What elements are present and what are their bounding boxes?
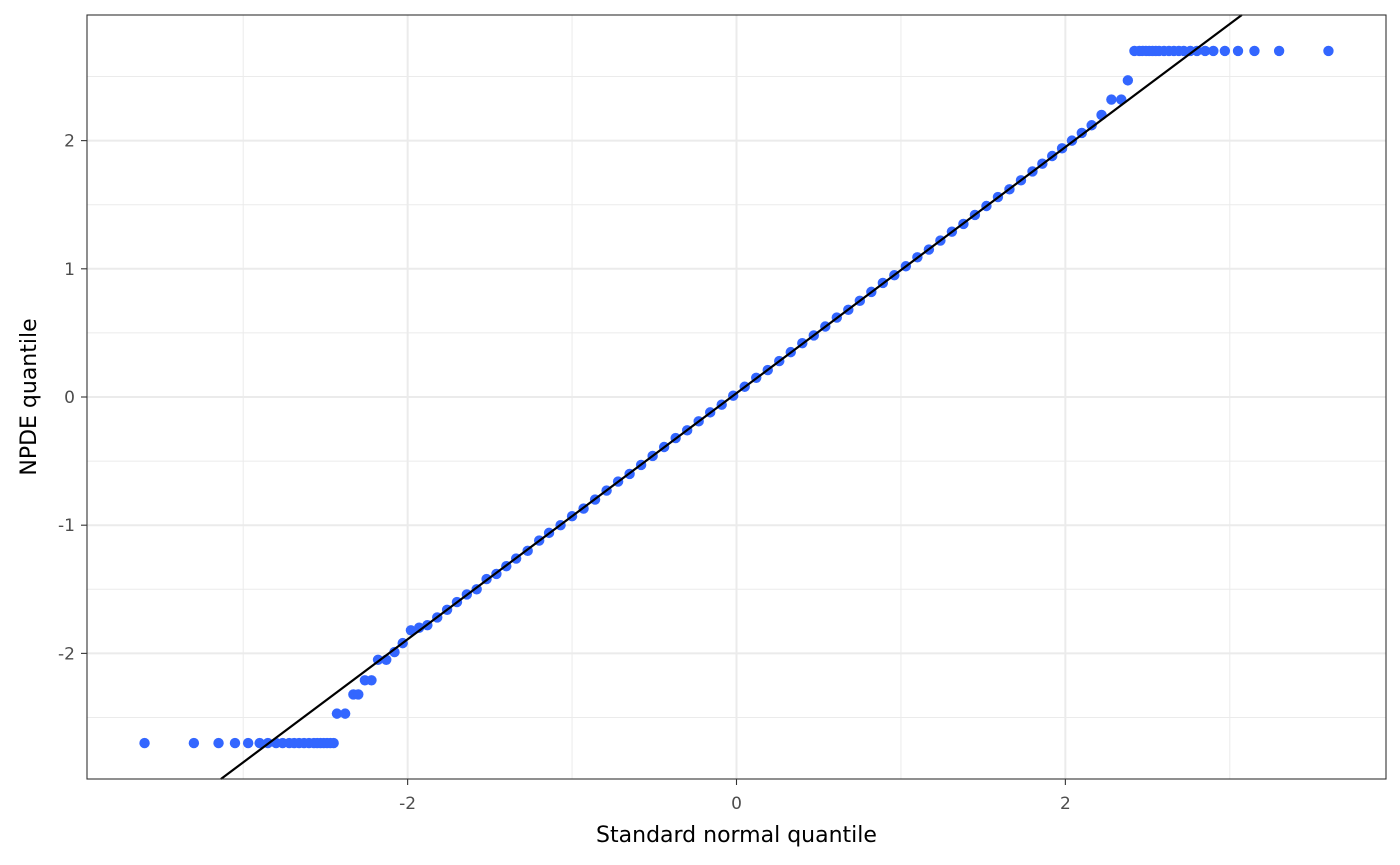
reference-line — [220, 14, 1243, 780]
data-point — [229, 737, 241, 749]
y-tick-label: -1 — [58, 516, 75, 536]
y-axis-ticks: -2 -1 0 1 2 — [58, 132, 87, 664]
data-point — [331, 708, 343, 719]
data-point — [328, 737, 339, 749]
data-point — [389, 646, 400, 658]
x-axis-ticks: -2 0 2 — [399, 779, 1071, 814]
data-point — [1106, 94, 1117, 105]
x-tick-label: 0 — [731, 794, 742, 814]
data-point — [254, 737, 265, 749]
data-point — [1219, 45, 1231, 57]
data-point — [242, 737, 254, 749]
y-axis-title: NPDE quantile — [17, 318, 42, 475]
data-point — [139, 737, 150, 749]
data-point — [1249, 45, 1260, 57]
data-point — [1122, 75, 1134, 86]
y-tick-label: 2 — [64, 132, 75, 152]
y-tick-label: 1 — [64, 260, 75, 280]
data-point — [1199, 45, 1211, 57]
x-axis-title: Standard normal quantile — [596, 823, 877, 848]
major-gridlines — [87, 15, 1386, 779]
data-point — [366, 675, 377, 686]
reference-line-group — [220, 14, 1243, 780]
data-point — [1232, 45, 1244, 57]
data-point — [1323, 45, 1334, 57]
data-point — [413, 622, 425, 633]
data-point — [405, 625, 417, 636]
x-tick-label: 2 — [1060, 794, 1071, 814]
data-point — [1208, 45, 1219, 57]
data-point — [1191, 45, 1203, 57]
data-point — [1273, 45, 1285, 57]
data-point — [353, 689, 364, 700]
data-point — [188, 737, 200, 749]
y-tick-label: 0 — [64, 388, 75, 408]
data-point — [1086, 120, 1097, 131]
x-tick-label: -2 — [399, 794, 416, 814]
y-tick-label: -2 — [58, 644, 75, 664]
data-point — [213, 737, 224, 749]
data-point — [339, 708, 351, 719]
